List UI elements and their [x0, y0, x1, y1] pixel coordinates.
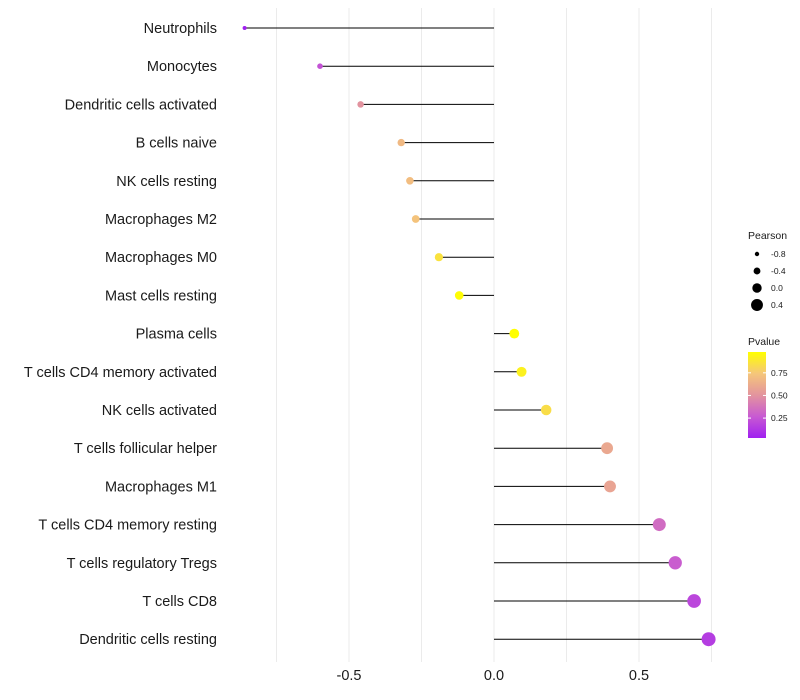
color-legend-title: Pvalue: [748, 336, 780, 348]
lollipop-dot: [242, 26, 247, 30]
lollipop-dot: [357, 101, 364, 108]
category-label: NK cells resting: [116, 174, 217, 190]
lollipop-dot: [317, 63, 323, 70]
x-axis-ticks: -0.5 0.0 0.5: [337, 668, 650, 684]
lollipop-dots: [242, 26, 716, 647]
lollipop-dot: [601, 442, 614, 455]
lollipop-dot: [687, 594, 701, 608]
size-legend-label: -0.4: [771, 266, 786, 276]
lollipop-dot: [604, 480, 616, 493]
lollipop-dot: [668, 556, 682, 570]
grid-lines: [276, 8, 712, 662]
lollipop-dot: [411, 215, 420, 223]
size-legend-dot: [754, 251, 760, 257]
size-legend-dot: [751, 299, 763, 311]
category-labels: Neutrophils Monocytes Dendritic cells acti…: [24, 21, 217, 648]
lollipop-dot: [406, 177, 414, 185]
x-tick-label: 0.0: [484, 668, 504, 684]
category-label: NK cells activated: [102, 403, 217, 419]
lollipop-dot: [434, 253, 443, 262]
category-label: Plasma cells: [136, 327, 217, 343]
category-label: Neutrophils: [144, 21, 217, 37]
category-label: Dendritic cells activated: [65, 97, 217, 113]
lollipop-dot: [397, 138, 405, 147]
category-label: Dendritic cells resting: [79, 632, 217, 648]
lollipop-dot: [454, 291, 464, 300]
color-legend: Pvalue 0.25 0.50 0.75: [748, 336, 788, 438]
x-tick-label: -0.5: [337, 668, 362, 684]
category-label: T cells follicular helper: [74, 441, 217, 457]
category-label: Monocytes: [147, 59, 217, 75]
category-label: T cells CD8: [142, 594, 217, 610]
category-label: Macrophages M0: [105, 250, 217, 266]
lollipop-stems: [244, 27, 709, 640]
category-label: Macrophages M2: [105, 212, 217, 228]
category-label: Macrophages M1: [105, 479, 217, 495]
lollipop-dot: [540, 404, 552, 416]
category-label: B cells naive: [136, 136, 217, 152]
color-legend-label: 0.25: [771, 413, 788, 423]
category-label: Mast cells resting: [105, 288, 217, 304]
lollipop-dot: [509, 328, 520, 339]
color-legend-label: 0.50: [771, 390, 788, 400]
color-legend-label: 0.75: [771, 368, 788, 378]
size-legend-label: -0.8: [771, 249, 786, 259]
category-label: T cells CD4 memory resting: [38, 518, 217, 534]
size-legend-title: Pearson: [748, 230, 787, 242]
category-label: T cells regulatory Tregs: [67, 556, 217, 572]
size-legend: Pearson -0.8 -0.4 0.0 0.4: [748, 230, 787, 311]
size-legend-label: 0.4: [771, 300, 783, 310]
size-legend-dot: [753, 267, 761, 275]
x-tick-label: 0.5: [629, 668, 649, 684]
category-label: T cells CD4 memory activated: [24, 365, 217, 381]
color-legend-bar: [748, 352, 766, 438]
size-legend-label: 0.0: [771, 283, 783, 293]
lollipop-dot: [516, 366, 527, 377]
lollipop-dot: [701, 632, 716, 647]
lollipop-dot: [652, 518, 666, 532]
size-legend-dot: [752, 283, 762, 293]
